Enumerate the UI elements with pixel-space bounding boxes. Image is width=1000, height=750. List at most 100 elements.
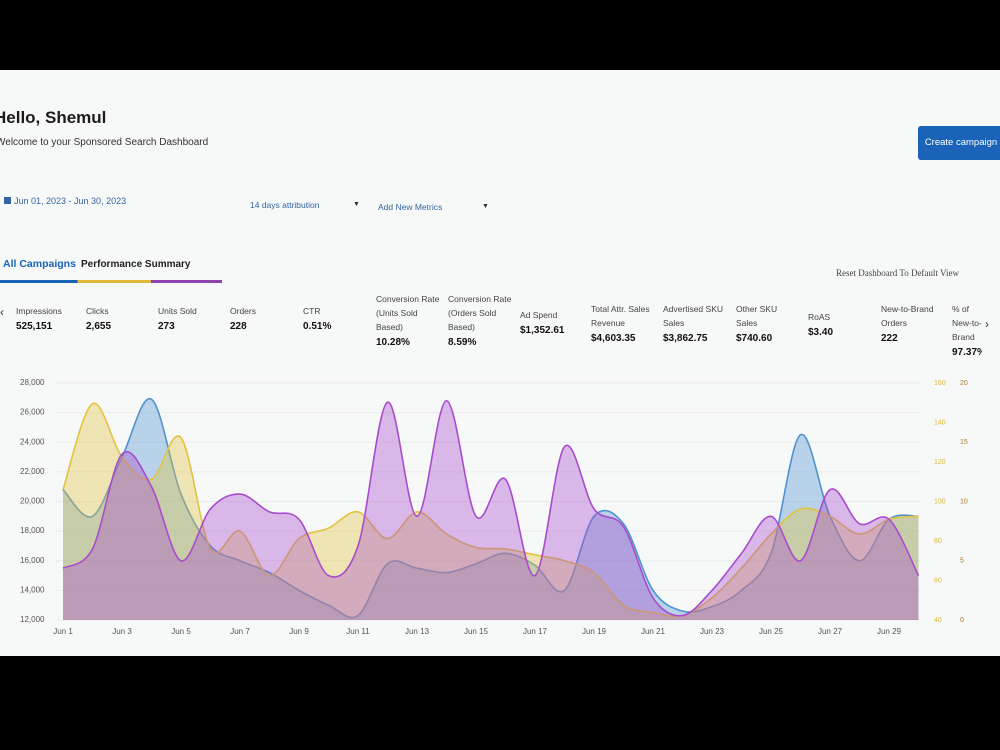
tab[interactable]: Performance Summary xyxy=(81,259,191,270)
area xyxy=(63,400,919,620)
y3-tick-label: 15 xyxy=(960,439,968,446)
y-tick-label: 20,000 xyxy=(20,497,45,506)
metric-label: Ad Spend xyxy=(520,310,558,320)
y-tick-label: 14,000 xyxy=(20,585,45,594)
y-tick-label: 18,000 xyxy=(20,526,45,535)
add-metrics-dropdown[interactable]: Add New Metrics xyxy=(378,202,443,212)
y2-tick-label: 120 xyxy=(934,459,946,466)
x-tick-label: Jun 3 xyxy=(112,627,132,636)
metric: Ad Spend $1,352.61 xyxy=(520,308,584,336)
y2-tick-label: 60 xyxy=(934,577,942,584)
line xyxy=(62,399,920,617)
y3-tick-label: 5 xyxy=(960,558,964,565)
metric-label: New-to-Brand Orders xyxy=(881,304,934,328)
y-tick-label: 28,000 xyxy=(20,378,45,387)
metric: Total Attr. Sales Revenue $4,603.35 xyxy=(591,302,659,344)
tab[interactable]: All Campaigns xyxy=(3,258,76,270)
y2-tick-label: 160 xyxy=(934,380,946,387)
y2-tick-label: 100 xyxy=(934,498,946,505)
reset-link[interactable]: Reset Dashboard To Default View xyxy=(836,268,959,278)
x-tick-label: Jun 23 xyxy=(700,627,725,636)
metric-value: $3,862.75 xyxy=(663,333,708,344)
metric-label: Units Sold xyxy=(158,306,197,316)
metric-label: Clicks xyxy=(86,306,109,316)
y-tick-label: 16,000 xyxy=(20,556,45,565)
scroll-left[interactable]: ‹ xyxy=(0,305,4,319)
attribution-dropdown[interactable]: 14 days attribution xyxy=(250,200,320,210)
y3-tick-label: 10 xyxy=(960,498,968,505)
y-tick-label: 26,000 xyxy=(20,408,45,417)
dropdown-caret: ▼ xyxy=(482,203,489,210)
metric-label: Impressions xyxy=(16,306,62,316)
metric: % of New-to-Brand 97.37% xyxy=(952,302,982,358)
y3-tick-label: 20 xyxy=(960,380,968,387)
subtitle: Welcome to your Sponsored Search Dashboa… xyxy=(0,137,209,148)
metrics-row: Impressions 525,151 Clicks 2,655 Units Sold 2… xyxy=(0,292,1000,362)
metric-value: 8.59% xyxy=(448,337,477,348)
metric-value: $740.60 xyxy=(736,333,773,344)
metric-value: 228 xyxy=(230,321,247,332)
metric-value: 10.28% xyxy=(376,337,410,348)
metric: Conversion Rate (Units Sold Based) 10.28% xyxy=(376,292,442,348)
metric: Orders 228 xyxy=(230,304,294,332)
y3-tick-label: 0 xyxy=(960,617,964,624)
x-tick-label: Jun 29 xyxy=(877,627,902,636)
greeting: Hello, Shemul xyxy=(0,108,107,127)
y-tick-label: 22,000 xyxy=(20,467,45,476)
area xyxy=(63,403,919,620)
metric: CTR 0.51% xyxy=(303,304,367,332)
metric-label: Advertised SKU Sales xyxy=(663,304,723,328)
chart: 12,000 14,000 16,000 18,000 20,000 22,000 24,0… xyxy=(20,378,968,636)
line xyxy=(62,402,919,618)
metric: Conversion Rate (Orders Sold Based) 8.59% xyxy=(448,292,514,348)
y-tick-label: 24,000 xyxy=(20,437,45,446)
metric-value: $1,352.61 xyxy=(520,325,565,336)
metric-label: Conversion Rate (Units Sold Based) xyxy=(376,294,440,332)
metric-value: 222 xyxy=(881,333,898,344)
metric: New-to-Brand Orders 222 xyxy=(881,302,941,344)
date-range[interactable]: Jun 01, 2023 - Jun 30, 2023 xyxy=(4,196,126,206)
x-tick-label: Jun 5 xyxy=(171,627,191,636)
metric: Advertised SKU Sales $3,862.75 xyxy=(663,302,731,344)
x-tick-label: Jun 13 xyxy=(405,627,430,636)
metric-label: RoAS xyxy=(808,312,831,322)
metric-value: 2,655 xyxy=(86,321,112,332)
metric: Impressions 525,151 xyxy=(16,304,80,332)
metric-value: 0.51% xyxy=(303,321,332,332)
create-campaign-button[interactable]: Create campaign xyxy=(918,126,1000,160)
metric-value: 525,151 xyxy=(16,321,53,332)
metric: Units Sold 273 xyxy=(158,304,224,332)
scroll-right[interactable]: › xyxy=(985,317,989,331)
y2-tick-label: 140 xyxy=(934,419,946,426)
x-tick-label: Jun 19 xyxy=(582,627,607,636)
y2-tick-label: 40 xyxy=(934,617,942,624)
metric-value: $3.40 xyxy=(808,327,834,338)
x-tick-label: Jun 7 xyxy=(230,627,250,636)
metric-label: Other SKU Sales xyxy=(736,304,778,328)
metric: Clicks 2,655 xyxy=(86,304,150,332)
metric-label: Conversion Rate (Orders Sold Based) xyxy=(448,294,512,332)
x-tick-label: Jun 27 xyxy=(818,627,843,636)
metric-value: $4,603.35 xyxy=(591,333,636,344)
metric-value: 97.37% xyxy=(952,347,982,358)
dropdown-caret: ▼ xyxy=(353,201,360,208)
metric-label: Total Attr. Sales Revenue xyxy=(591,304,650,328)
x-tick-label: Jun 1 xyxy=(53,627,73,636)
metric-value: 273 xyxy=(158,321,175,332)
metric-label: % of New-to-Brand xyxy=(952,304,982,342)
area xyxy=(63,398,919,620)
tab-underline xyxy=(0,280,222,283)
metric: RoAS $3.40 xyxy=(808,310,872,338)
x-tick-label: Jun 25 xyxy=(759,627,784,636)
x-tick-label: Jun 17 xyxy=(523,627,548,636)
metric: Other SKU Sales $740.60 xyxy=(736,302,800,344)
x-tick-label: Jun 9 xyxy=(289,627,309,636)
y-tick-label: 12,000 xyxy=(20,615,45,624)
metric-label: Orders xyxy=(230,306,256,316)
y2-tick-label: 80 xyxy=(934,538,942,545)
line xyxy=(62,398,919,619)
x-tick-label: Jun 15 xyxy=(464,627,489,636)
dashboard: Hello, Shemul Welcome to your Sponsored … xyxy=(0,70,1000,656)
metric-label: CTR xyxy=(303,306,321,316)
